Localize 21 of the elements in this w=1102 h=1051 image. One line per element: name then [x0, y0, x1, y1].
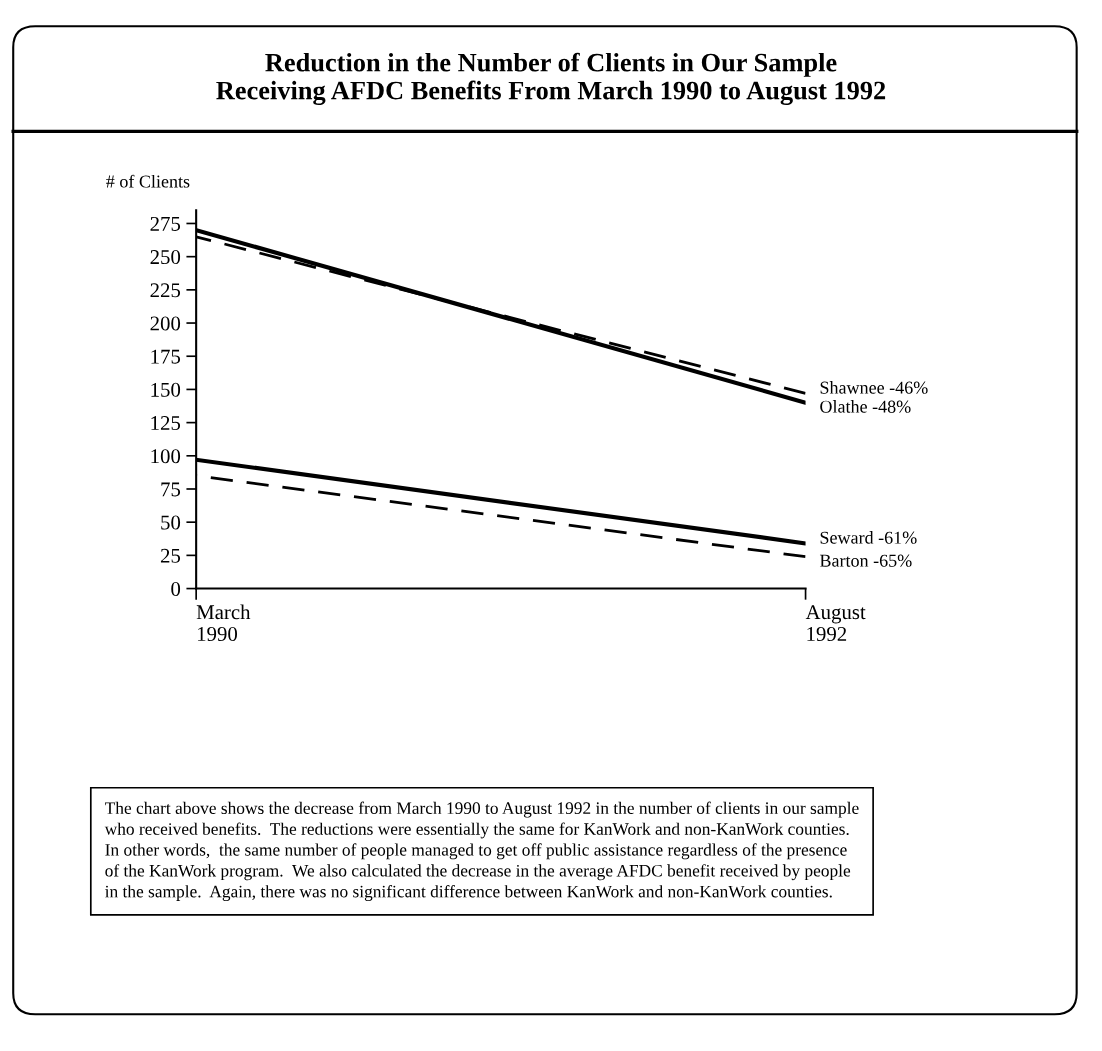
- y-tick-label: 200: [150, 316, 181, 331]
- x-tick-label: March 1990: [196, 604, 251, 641]
- series-label: Barton -65%: [819, 554, 912, 567]
- text: The chart above shows the decrease from March 1990 to August 1992 in the number of clients in our sample who received benefits. The reductions were essentially the same for KanWork and non-KanWork counties. In other words, the same number of people managed to get off public assistance regardless of the presence of the KanWork program. We also calculated the decrease in the average AFDC benefit received by people in the sample. Again, there was no significant difference between KanWork and non-KanWork counties.: [104, 801, 859, 902]
- y-tick-label: 50: [161, 515, 181, 530]
- series-label: Olathe -48%: [820, 400, 911, 413]
- y-tick-label: 150: [151, 382, 181, 397]
- chart-title: Reduction in the Number of Clients in Our Sample Receiving AFDC Benefits From March 1990 to August 1992: [216, 52, 886, 105]
- y-tick-label: 250: [150, 250, 181, 265]
- x-tick-label: August 1992: [805, 605, 866, 641]
- series-label: Seward -61%: [820, 531, 917, 544]
- y-tick-label: 0: [171, 581, 181, 596]
- y-tick-label: 125: [151, 416, 181, 431]
- y-axis-title: # of Clients: [106, 174, 190, 188]
- y-tick-label: 100: [151, 449, 181, 464]
- y-tick-label: 75: [161, 482, 181, 497]
- series-label: Shawnee -46%: [820, 381, 928, 394]
- y-tick-label: 175: [151, 349, 181, 364]
- y-tick-label: 25: [160, 548, 181, 563]
- y-tick-label: 225: [150, 283, 181, 298]
- y-tick-label: 275: [150, 216, 181, 231]
